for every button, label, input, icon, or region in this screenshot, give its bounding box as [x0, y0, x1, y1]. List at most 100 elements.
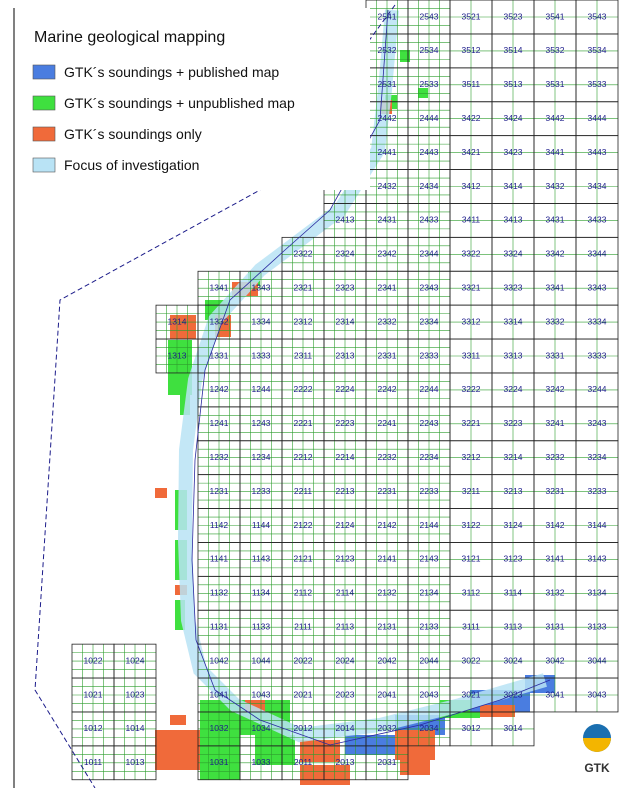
sheet-label: 2312: [294, 316, 313, 326]
sheet-label: 2022: [294, 655, 313, 665]
sheet-label: 1131: [210, 621, 229, 631]
sheet-label: 2221: [294, 418, 313, 428]
sheet-label: 3222: [462, 384, 481, 394]
sheet-label: 2113: [336, 621, 355, 631]
sheet-label: 2434: [420, 181, 439, 191]
sheet-label: 2244: [420, 384, 439, 394]
sheet-label: 2342: [378, 249, 397, 259]
sheet-label: 1014: [126, 723, 145, 733]
legend-label: Focus of investigation: [64, 157, 199, 173]
sheet-label: 3543: [588, 11, 607, 21]
sheet-label: 2122: [294, 520, 313, 530]
sheet-label: 3433: [588, 215, 607, 225]
sheet-label: 2533: [420, 79, 439, 89]
sheet-label: 1033: [252, 757, 271, 767]
sheet-label: 3022: [462, 655, 481, 665]
sheet-label: 2431: [378, 215, 397, 225]
sheet-label: 3112: [462, 588, 481, 598]
sheet-label: 3211: [462, 486, 481, 496]
sheet-label: 2543: [420, 11, 439, 21]
sheet-label: 3534: [588, 45, 607, 55]
sheet-label: 2112: [294, 588, 313, 598]
sheet-label: 2243: [420, 418, 439, 428]
map-patch: [155, 488, 167, 498]
legend-label: GTK´s soundings + unpublished map: [64, 95, 295, 111]
sheet-label: 3132: [546, 588, 565, 598]
sheet-label: 3234: [588, 452, 607, 462]
sheet-label: 1341: [210, 282, 229, 292]
sheet-label: 1023: [126, 689, 145, 699]
sheet-label: 3442: [546, 113, 565, 123]
sheet-label: 2124: [336, 520, 355, 530]
sheet-label: 2444: [420, 113, 439, 123]
sheet-label: 3134: [588, 588, 607, 598]
sheet-label: 3224: [504, 384, 523, 394]
sheet-label: 2532: [378, 45, 397, 55]
sheet-label: 3044: [588, 655, 607, 665]
sheet-label: 1133: [252, 621, 271, 631]
sheet-label: 2231: [378, 486, 397, 496]
sheet-label: 3523: [504, 11, 523, 21]
sheet-label: 2331: [378, 350, 397, 360]
sheet-label: 3133: [588, 621, 607, 631]
sheet-label: 2214: [336, 452, 355, 462]
sheet-label: 3212: [462, 452, 481, 462]
sheet-label: 3131: [546, 621, 565, 631]
sheet-label: 3232: [546, 452, 565, 462]
sheet-label: 3311: [462, 350, 481, 360]
sheet-label: 1234: [252, 452, 271, 462]
sheet-label: 2142: [378, 520, 397, 530]
logo-text: GTK: [584, 761, 610, 775]
sheet-label: 3312: [462, 316, 481, 326]
sheet-label: 2041: [378, 689, 397, 699]
sheet-label: 2123: [336, 554, 355, 564]
sheet-label: 3223: [504, 418, 523, 428]
sheet-label: 2441: [378, 147, 397, 157]
sheet-label: 2343: [420, 282, 439, 292]
sheet-label: 3123: [504, 554, 523, 564]
sheet-label: 2211: [294, 486, 313, 496]
sheet-label: 2024: [336, 655, 355, 665]
sheet-label: 3313: [504, 350, 523, 360]
sheet-label: 3142: [546, 520, 565, 530]
sheet-label: 3413: [504, 215, 523, 225]
sheet-label: 2432: [378, 181, 397, 191]
sheet-label: 3344: [588, 249, 607, 259]
legend: Marine geological mapping GTK´s sounding…: [14, 8, 370, 190]
sheet-label: 3043: [588, 689, 607, 699]
sheet-label: 3213: [504, 486, 523, 496]
sheet-label: 3231: [546, 486, 565, 496]
sheet-label: 3324: [504, 249, 523, 259]
sheet-label: 2133: [420, 621, 439, 631]
legend-swatch: [33, 65, 55, 79]
sheet-label: 1231: [210, 486, 229, 496]
sheet-label: 2144: [420, 520, 439, 530]
sheet-label: 3121: [462, 554, 481, 564]
sheet-label: 1244: [252, 384, 271, 394]
sheet-label: 1043: [252, 689, 271, 699]
sheet-label: 3111: [462, 621, 480, 631]
sheet-label: 2324: [336, 249, 355, 259]
sheet-label: 1032: [210, 723, 229, 733]
sheet-label: 2044: [420, 655, 439, 665]
sheet-label: 3444: [588, 113, 607, 123]
sheet-label: 3143: [588, 554, 607, 564]
sheet-label: 3242: [546, 384, 565, 394]
sheet-label: 2341: [378, 282, 397, 292]
sheet-label: 3141: [546, 554, 565, 564]
map-patch: [155, 730, 200, 770]
sheet-label: 1042: [210, 655, 229, 665]
sheet-label: 2241: [378, 418, 397, 428]
sheet-label: 1013: [126, 757, 145, 767]
map-patch: [400, 50, 410, 62]
sheet-label: 2314: [336, 316, 355, 326]
sheet-label: 2313: [336, 350, 355, 360]
sheet-label: 1134: [252, 588, 271, 598]
sheet-label: 1143: [252, 554, 271, 564]
sheet-label: 3532: [546, 45, 565, 55]
sheet-label: 3533: [588, 79, 607, 89]
sheet-label: 3042: [546, 655, 565, 665]
sheet-label: 3332: [546, 316, 565, 326]
sheet-label: 2023: [336, 689, 355, 699]
sheet-label: 1021: [84, 689, 103, 699]
